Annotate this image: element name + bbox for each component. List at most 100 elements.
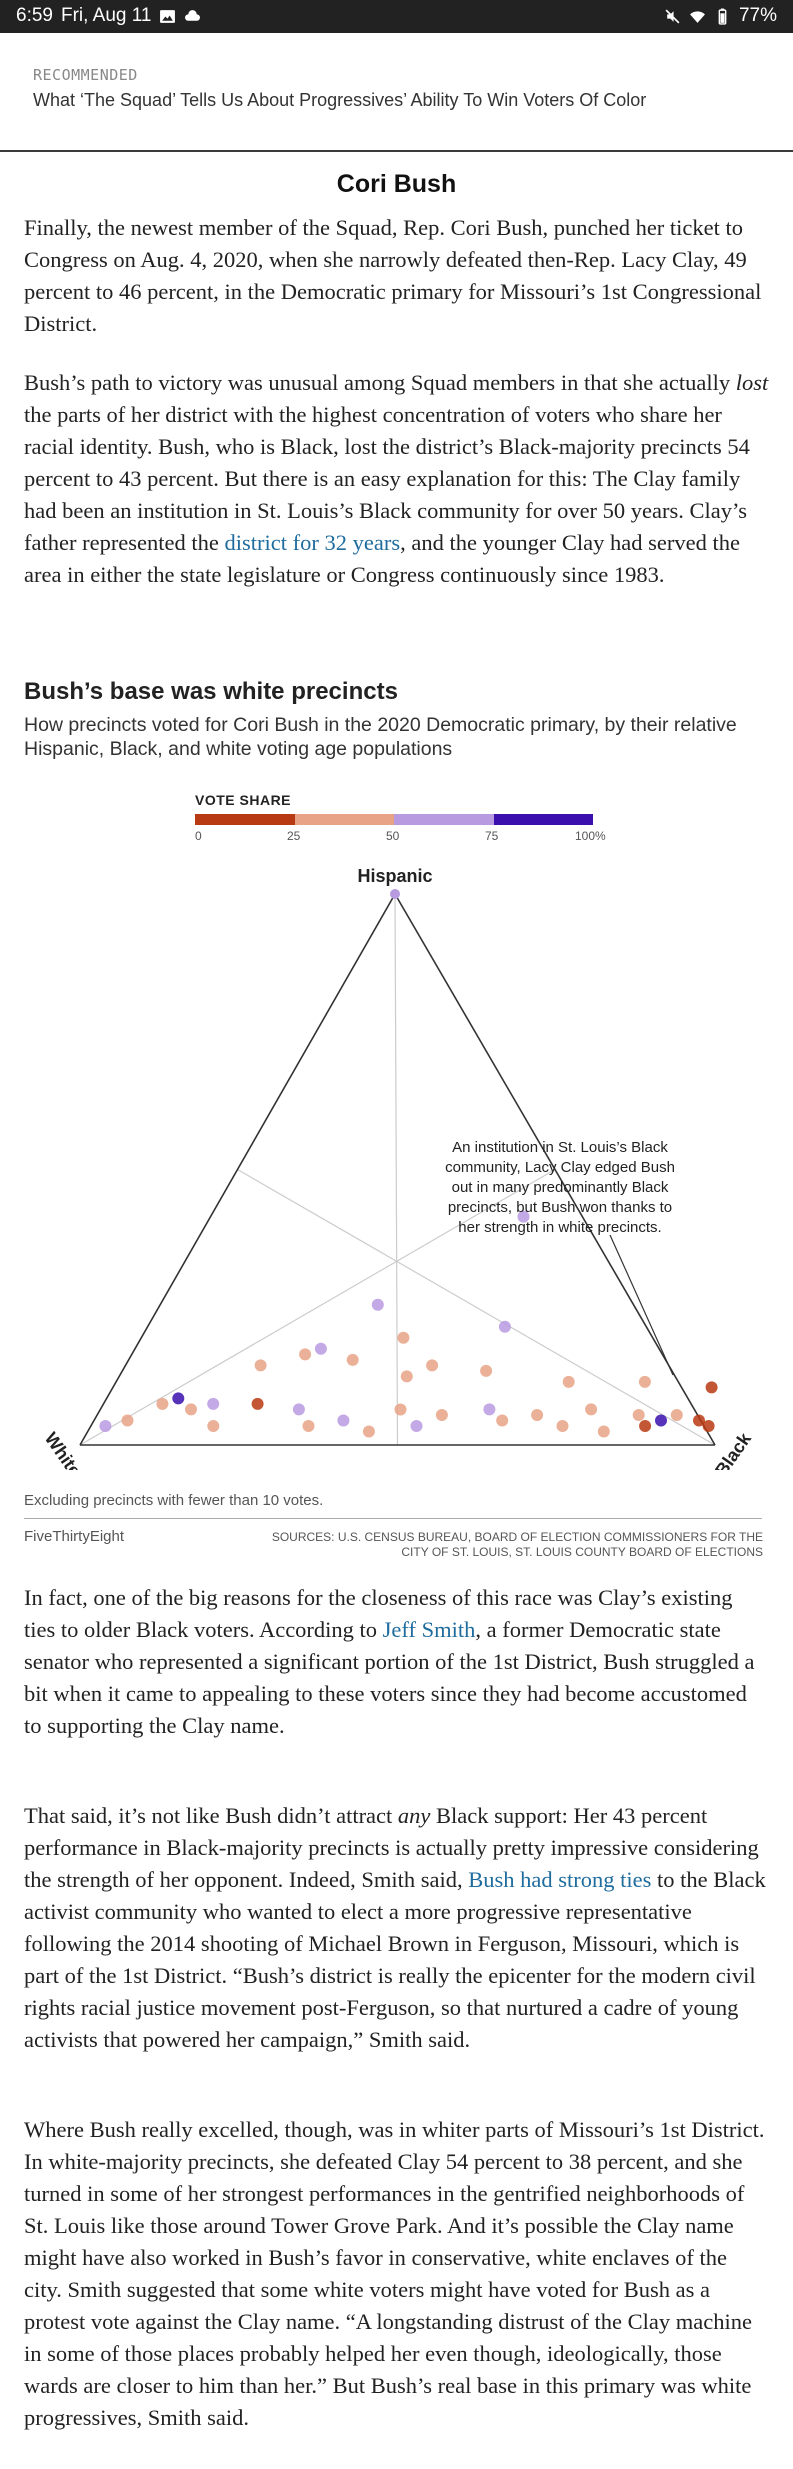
- legend-swatch-2: [394, 814, 494, 825]
- precinct-point: [655, 1414, 667, 1427]
- precinct-point: [397, 1331, 410, 1344]
- triangle-edge: [79, 893, 396, 1446]
- precinct-point: [302, 1420, 315, 1432]
- article-paragraph-1: Finally, the newest member of the Squad,…: [24, 212, 769, 340]
- precinct-point: [121, 1414, 134, 1427]
- battery-icon: [718, 8, 727, 25]
- vertex-marker: [390, 889, 400, 899]
- wifi-icon: [690, 10, 705, 23]
- precinct-point: [702, 1420, 715, 1432]
- legend-tick: 25: [287, 829, 301, 843]
- precinct-point: [207, 1397, 220, 1410]
- ternary-plot: Hispanic White Black: [41, 866, 756, 1470]
- triangle-edge: [394, 893, 716, 1446]
- legend-tick: 0: [195, 829, 202, 843]
- precinct-point: [496, 1414, 509, 1427]
- precinct-point: [705, 1381, 718, 1394]
- vote-share-legend: VOTE SHARE 0 25 50 75 100%: [195, 792, 615, 845]
- precinct-point: [426, 1359, 439, 1372]
- chart-footnote: Excluding precincts with fewer than 10 v…: [24, 1492, 324, 1509]
- precinct-point: [185, 1403, 197, 1416]
- legend-swatch-3: [493, 814, 593, 825]
- paragraph-text: That said, it’s not like Bush didn’t att…: [24, 1803, 398, 1828]
- annotation-leader: [609, 1234, 674, 1376]
- precinct-point: [435, 1409, 448, 1421]
- divider: [0, 150, 793, 152]
- precinct-point: [172, 1392, 185, 1405]
- district-link[interactable]: district for 32 years: [224, 530, 401, 555]
- paragraph-text: , a former Democratic state senator who …: [24, 1617, 755, 1738]
- paragraph-text: Black support: Her 43 percent performanc…: [24, 1803, 759, 1892]
- paragraph-text: Finally, the newest member of the Squad,…: [24, 215, 762, 336]
- paragraph-text: the parts of her district with the highe…: [24, 402, 750, 555]
- precinct-point: [292, 1403, 305, 1416]
- paragraph-text: In fact, one of the big reasons for the …: [24, 1585, 733, 1642]
- status-bar: 6:59 Fri, Aug 11 77%: [0, 0, 793, 33]
- precinct-point: [362, 1425, 375, 1438]
- gallery-icon: [160, 9, 176, 23]
- precinct-point: [314, 1342, 327, 1355]
- section-heading: Cori Bush: [336, 170, 457, 198]
- strong-ties-link[interactable]: Bush had strong ties: [468, 1867, 652, 1892]
- chart-annotation: An institution in St. Louis’s Black comm…: [445, 1139, 675, 1236]
- precinct-points: [99, 1210, 718, 1438]
- precinct-point: [585, 1403, 598, 1416]
- chart-sources: SOURCES: U.S. CENSUS BUREAU, BOARD OF EL…: [271, 1530, 763, 1559]
- legend-swatch-0: [195, 814, 295, 825]
- paragraph-text: Where Bush really excelled, though, was …: [24, 2117, 765, 2430]
- precinct-point: [531, 1409, 544, 1421]
- precinct-point: [371, 1298, 384, 1311]
- cloud-icon: [185, 9, 201, 21]
- vertex-label-white: White: [41, 1429, 85, 1470]
- emphasis-text: lost: [735, 370, 769, 395]
- precinct-point: [346, 1353, 359, 1366]
- recommended-block[interactable]: RECOMMENDED What ‘The Squad’ Tells Us Ab…: [33, 66, 773, 111]
- precinct-point: [337, 1414, 350, 1427]
- battery-percent: 77%: [738, 5, 777, 26]
- precinct-point: [254, 1359, 267, 1372]
- recommended-kicker: RECOMMENDED: [33, 66, 138, 84]
- median-line: [237, 1168, 716, 1446]
- precinct-point: [498, 1320, 511, 1333]
- emphasis-text: any: [397, 1803, 431, 1828]
- brand-label: FiveThirtyEight: [24, 1528, 125, 1545]
- precinct-point: [517, 1210, 530, 1223]
- jeff-smith-link[interactable]: Jeff Smith: [382, 1617, 476, 1642]
- precinct-point: [299, 1348, 312, 1361]
- legend-title: VOTE SHARE: [195, 792, 292, 808]
- median-line: [394, 893, 399, 1446]
- paragraph-text: , and the younger Clay had served the ar…: [24, 530, 740, 587]
- article-paragraph-3: In fact, one of the big reasons for the …: [24, 1582, 769, 1742]
- precinct-point: [400, 1370, 413, 1383]
- chart-subtitle: How precincts voted for Cori Bush in the…: [24, 714, 737, 760]
- precinct-point: [638, 1375, 651, 1388]
- precinct-point: [99, 1420, 112, 1432]
- precinct-point: [410, 1420, 423, 1432]
- precinct-point: [394, 1403, 407, 1416]
- vertex-label-black: Black: [711, 1428, 756, 1470]
- precinct-point: [670, 1409, 683, 1421]
- chart-divider: [24, 1518, 762, 1519]
- precinct-point: [632, 1409, 645, 1421]
- chart-title: Bush’s base was white precincts: [24, 678, 398, 705]
- article-paragraph-5: Where Bush really excelled, though, was …: [24, 2114, 769, 2434]
- precinct-point: [693, 1414, 705, 1427]
- legend-tick: 50: [386, 829, 400, 843]
- precinct-point: [207, 1420, 220, 1432]
- status-date: Fri, Aug 11: [60, 5, 152, 26]
- legend-tick: 100%: [575, 829, 606, 843]
- precinct-point: [639, 1420, 652, 1432]
- paragraph-text: Bush’s path to victory was unusual among…: [24, 370, 736, 395]
- precinct-point: [483, 1403, 496, 1416]
- article-paragraph-2: Bush’s path to victory was unusual among…: [24, 367, 769, 591]
- precinct-point: [562, 1375, 575, 1388]
- recommended-link[interactable]: What ‘The Squad’ Tells Us About Progress…: [33, 90, 647, 110]
- mute-icon: [665, 9, 680, 23]
- precinct-point: [556, 1420, 569, 1432]
- status-time: 6:59: [16, 5, 53, 26]
- legend-ticks: 0 25 50 75 100%: [195, 829, 615, 845]
- precinct-point: [480, 1364, 493, 1377]
- paragraph-text: to the Black activist community who want…: [24, 1867, 766, 2052]
- legend-tick: 75: [485, 829, 499, 843]
- precinct-point: [597, 1425, 610, 1438]
